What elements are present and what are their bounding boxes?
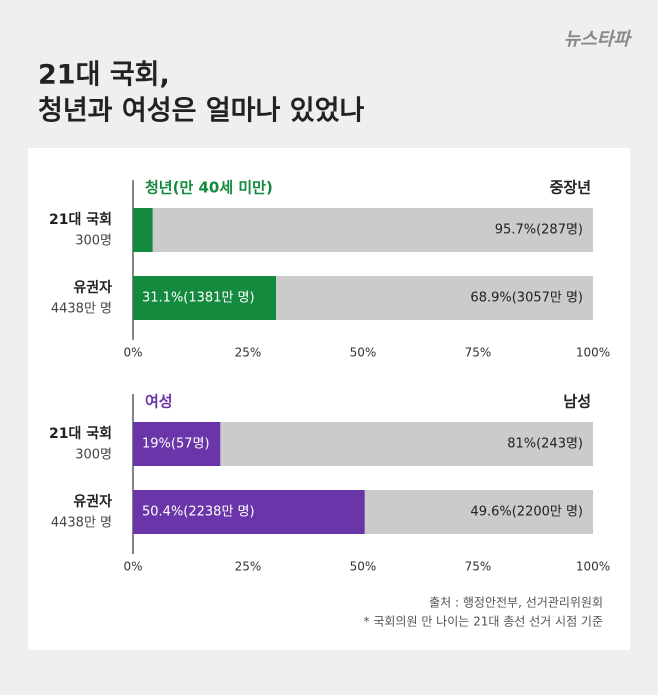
legend-label: 청년(만 40세 미만) (145, 179, 273, 197)
x-tick-label: 75% (465, 560, 492, 574)
bar-segment (364, 490, 593, 534)
category-label: 유권자 (73, 280, 112, 296)
legend-label: 중장년 (550, 179, 591, 197)
bar-segment (133, 276, 277, 320)
note: * 국회의원 만 나이는 21대 총선 선거 시점 기준 (364, 615, 603, 629)
x-tick-label: 25% (235, 560, 262, 574)
value-label: 49.6%(2200만 명) (470, 505, 583, 520)
x-tick-label: 100% (576, 346, 610, 360)
title: 21대 국회, (38, 60, 170, 91)
x-tick-label: 50% (350, 560, 377, 574)
bar-segment (220, 422, 593, 466)
x-tick-label: 50% (350, 346, 377, 360)
title: 청년과 여성은 얼마나 있었나 (38, 96, 364, 127)
value-label: 68.9%(3057만 명) (470, 291, 583, 306)
category-sublabel: 300명 (75, 234, 112, 249)
x-tick-label: 25% (235, 346, 262, 360)
category-label: 21대 국회 (49, 426, 112, 442)
category-sublabel: 4438만 명 (51, 516, 112, 531)
legend-label: 남성 (563, 393, 591, 411)
value-label: 19%(57명) (142, 437, 210, 452)
x-tick-label: 0% (123, 560, 142, 574)
value-label: 95.7%(287명) (495, 223, 583, 238)
x-tick-label: 75% (465, 346, 492, 360)
bar-segment (133, 208, 153, 252)
category-label: 유권자 (73, 494, 112, 510)
bar-segment (133, 422, 221, 466)
source: 출처 : 행정안전부, 선거관리위원회 (429, 595, 603, 610)
bar-segment (152, 208, 593, 252)
value-label: 81%(243명) (507, 437, 583, 452)
bar-segment (276, 276, 593, 320)
logo: 뉴스타파 (564, 29, 633, 50)
legend-label: 여성 (145, 393, 173, 411)
category-label: 21대 국회 (49, 212, 112, 228)
value-label: 50.4%(2238만 명) (142, 505, 255, 520)
category-sublabel: 300명 (75, 448, 112, 463)
value-label: 31.1%(1381만 명) (142, 291, 255, 306)
x-tick-label: 100% (576, 560, 610, 574)
x-tick-label: 0% (123, 346, 142, 360)
category-sublabel: 4438만 명 (51, 302, 112, 317)
bar-segment (133, 490, 365, 534)
